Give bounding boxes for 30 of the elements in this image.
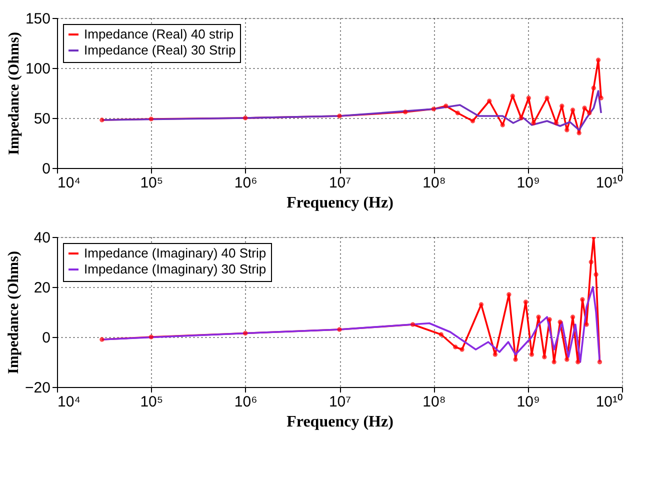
x-tick-label: 10⁴ [58, 174, 81, 192]
x-tick-label: 10⁵ [140, 394, 164, 410]
y-tick-label: 150 [25, 10, 50, 28]
x-tick-label: 10⁵ [140, 174, 164, 192]
legend-label: Impedance (Imaginary) 40 Strip [84, 246, 266, 260]
x-axis-title: Frequency (Hz) [286, 194, 394, 212]
x-tick-label: 10⁸ [422, 394, 446, 410]
x-tick-label: 10⁶ [234, 394, 258, 410]
legend-label: Impedance (Real) 30 Strip [84, 42, 236, 58]
x-tick-label: 10¹⁰ [596, 394, 622, 410]
legend-label: Impedance (Imaginary) 30 Strip [84, 262, 266, 276]
x-tick-label: 10⁷ [328, 174, 352, 192]
x-tick-label: 10¹⁰ [596, 174, 622, 192]
y-tick-label: 50 [34, 110, 50, 128]
y-tick-label: 20 [34, 280, 50, 296]
x-tick-label: 10⁹ [516, 174, 540, 192]
y-tick-label: 0 [42, 330, 50, 346]
x-tick-label: 10⁹ [516, 394, 540, 410]
y-tick-label: 0 [42, 160, 50, 178]
legend-label: Impedance (Real) 40 strip [84, 26, 234, 42]
x-tick-label: 10⁴ [58, 394, 81, 410]
x-tick-label: 10⁷ [328, 394, 352, 410]
x-tick-label: 10⁸ [422, 174, 446, 192]
y-tick-label: 40 [34, 230, 50, 246]
x-tick-label: 10⁶ [234, 174, 258, 192]
y-tick-label: 100 [25, 60, 50, 78]
x-axis-title: Frequency (Hz) [286, 414, 394, 430]
y-axis-title: Impedance (Ohms) [6, 32, 22, 155]
y-axis-title: Impedance (Ohms) [6, 251, 22, 374]
y-tick-label: −20 [25, 380, 50, 396]
